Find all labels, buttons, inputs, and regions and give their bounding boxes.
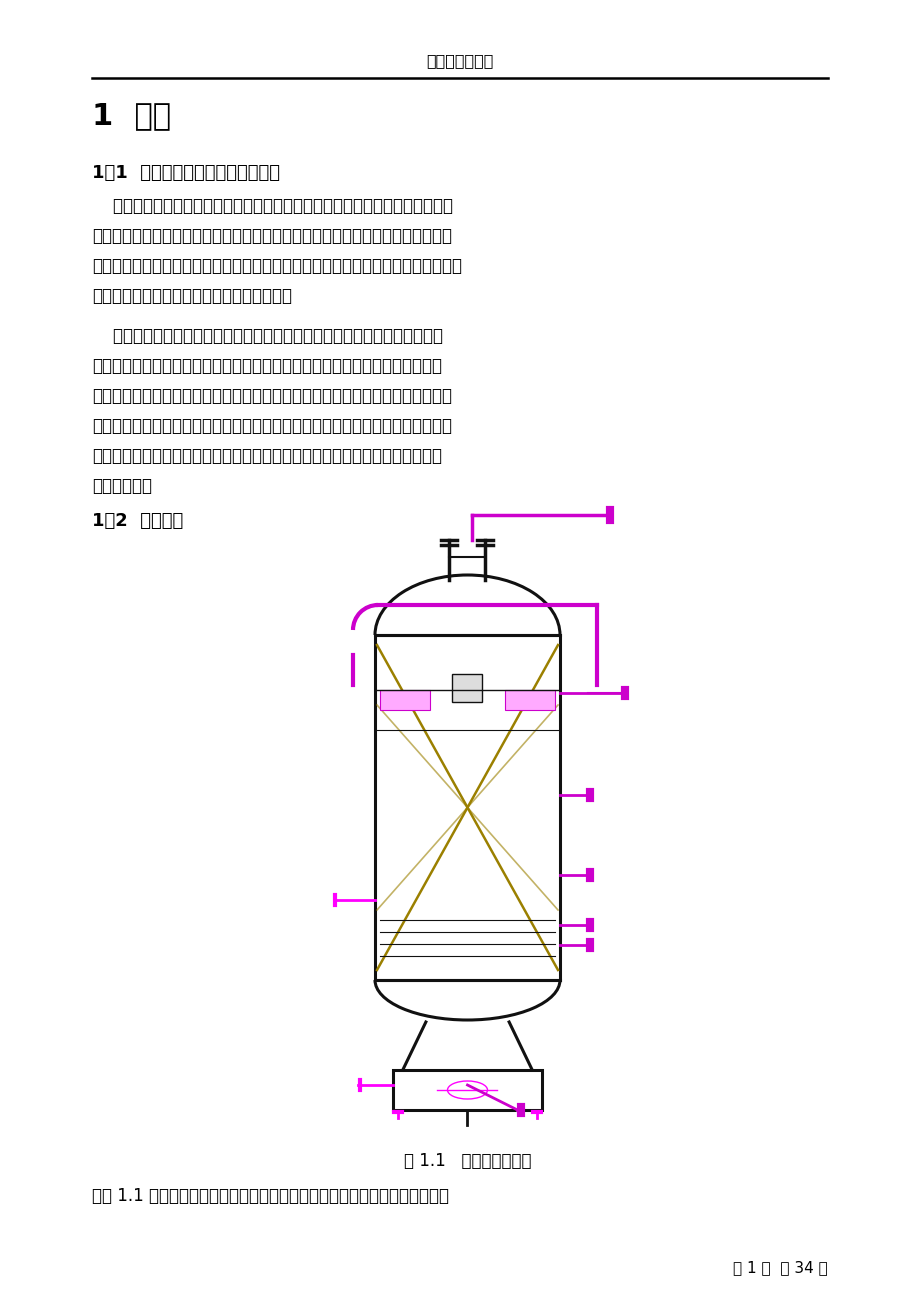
Text: 加氢反应器是有机化学实验室和实际生产过程中一件非常重要的设备，不仅可: 加氢反应器是有机化学实验室和实际生产过程中一件非常重要的设备，不仅可 xyxy=(92,197,452,215)
Text: 第 1 页  共 34 页: 第 1 页 共 34 页 xyxy=(732,1260,827,1275)
Text: 加氢反应器由于长期处于高温、高压、临氢、高温硫和硫化氢环境，其使用: 加氢反应器由于长期处于高温、高压、临氢、高温硫和硫化氢环境，其使用 xyxy=(92,327,443,345)
Text: 1．2  产品简介: 1．2 产品简介 xyxy=(92,512,183,530)
Text: 药方面有着广泛的用途，可作为产品开发、有机化学制品和医药品研究的基础设备，: 药方面有着广泛的用途，可作为产品开发、有机化学制品和医药品研究的基础设备， xyxy=(92,256,461,275)
Bar xyxy=(392,1070,541,1111)
Bar xyxy=(452,674,482,702)
Text: 1．1  加氢反应器的现状及发展趋势: 1．1 加氢反应器的现状及发展趋势 xyxy=(92,164,279,182)
Text: 加氢反应器的制造周期加长、生产成本不断提高。为了缩短制造周期、降低生产成: 加氢反应器的制造周期加长、生产成本不断提高。为了缩短制造周期、降低生产成 xyxy=(92,417,451,435)
Bar xyxy=(375,635,560,980)
Text: 技术进行了大量的理论研究和工程实践。特别是近年来，随着加氢装置的大型化，: 技术进行了大量的理论研究和工程实践。特别是近年来，随着加氢装置的大型化， xyxy=(92,387,451,405)
Text: 本，保证加氢反应器的安全可靠运行，研究人员开发了新材料，应用了许多新工: 本，保证加氢反应器的安全可靠运行，研究人员开发了新材料，应用了许多新工 xyxy=(92,447,441,465)
Bar xyxy=(505,690,554,710)
Text: 1  引言: 1 引言 xyxy=(92,102,171,130)
Text: 由图 1.1 可知：筒体两端连接椭圆形封头各一个，上封头上接有两个接管、一: 由图 1.1 可知：筒体两端连接椭圆形封头各一个，上封头上接有两个接管、一 xyxy=(92,1187,448,1204)
Ellipse shape xyxy=(447,1081,487,1099)
Text: 还可用于定量分析工业过程中催化剂的活性。: 还可用于定量分析工业过程中催化剂的活性。 xyxy=(92,286,291,305)
Text: 图 1.1   加氢反应器简图: 图 1.1 加氢反应器简图 xyxy=(403,1152,530,1170)
Bar xyxy=(380,690,429,710)
Text: 艺、新技术。: 艺、新技术。 xyxy=(92,477,152,495)
Text: 以用作加氢反应的容器，而且也可用于液体和气体需要充分混合的场合。在化学制: 以用作加氢反应的容器，而且也可用于液体和气体需要充分混合的场合。在化学制 xyxy=(92,227,451,245)
Text: 毕业设计说明书: 毕业设计说明书 xyxy=(425,53,494,68)
Text: 条件苛刻，因此设计和制造难度较大。长期以来，国内外对其设计、材料和制造: 条件苛刻，因此设计和制造难度较大。长期以来，国内外对其设计、材料和制造 xyxy=(92,357,441,375)
